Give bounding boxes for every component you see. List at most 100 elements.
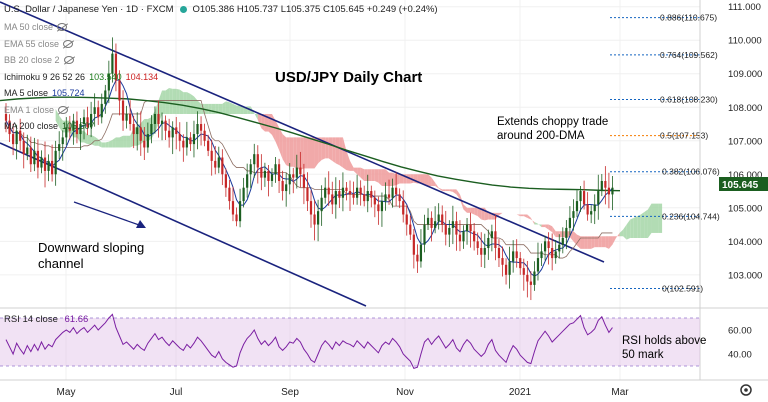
candle-body [242, 187, 245, 202]
candle-body [451, 221, 454, 228]
indicator-value-secondary: 104.134 [125, 71, 159, 82]
cloud-segment [218, 103, 223, 114]
candle-body [331, 194, 334, 205]
cloud-segment [176, 88, 180, 114]
candle-body [462, 231, 465, 242]
rsi-tick-label: 60.00 [728, 326, 752, 337]
cloud-segment [587, 236, 592, 249]
cloud-segment [633, 216, 638, 238]
candle-body [171, 127, 174, 138]
indicator-row[interactable]: MA 200 close 105.507 [4, 121, 95, 131]
candle-body [214, 160, 217, 168]
candle-body [487, 237, 490, 249]
candle-body [501, 258, 504, 265]
cloud-segment [328, 137, 333, 161]
candle-body [348, 191, 352, 195]
price-axis[interactable]: 103.000 104.000 105.000 106.000 107.000 108.0… [699, 0, 762, 380]
cloud-segment [601, 236, 606, 248]
cloud-segment [523, 214, 528, 218]
indicator-row[interactable]: BB 20 close 2 [4, 55, 74, 65]
indicator-row[interactable]: MA 5 close 105.724 [4, 88, 85, 98]
cloud-segment [435, 182, 439, 189]
candle-body [529, 281, 532, 285]
candle-body [260, 167, 263, 178]
cloud-segment [353, 167, 358, 175]
eye-hidden-icon[interactable] [63, 39, 74, 48]
cloud-segment [165, 87, 170, 114]
eye-hidden-icon[interactable] [63, 56, 74, 64]
cloud-segment [651, 203, 656, 233]
fib-label: 0.5(107.153) [660, 131, 708, 141]
cloud-segment [264, 113, 269, 132]
candle-body [572, 211, 575, 218]
fib-label: 0(102.591) [662, 284, 703, 294]
cloud-segment [225, 101, 230, 114]
time-axis[interactable]: May Jul Sep Nov 2021 Mar [57, 387, 630, 398]
candle-body [132, 124, 135, 135]
indicator-row[interactable]: Ichimoku 9 26 52 26 103.540 104.134 [4, 72, 158, 82]
price-tick-label: 106.000 [728, 170, 762, 181]
cloud-segment [385, 169, 390, 187]
cloud-segment [300, 137, 304, 171]
cloud-segment [516, 214, 521, 217]
indicator-label: MA 200 close [4, 121, 59, 131]
cloud-segment [647, 203, 652, 238]
cloud-segment [222, 101, 226, 114]
ma5-line [5, 79, 613, 277]
indicator-row[interactable]: EMA 1 close [4, 105, 69, 115]
candle-body [458, 234, 462, 242]
cloud-segment [488, 212, 492, 220]
rsi-label[interactable]: RSI 14 close [4, 314, 58, 325]
cloud-segment [332, 137, 336, 164]
cloud-segment [282, 134, 287, 166]
channel-arrow [73, 201, 143, 227]
candle-body [26, 147, 29, 155]
candle-body [4, 113, 8, 121]
gear-icon[interactable] [740, 384, 752, 396]
rsi-tick-label: 40.00 [728, 350, 752, 361]
cloud-segment [232, 103, 237, 114]
choppy-note-line1: Extends choppy trade [497, 116, 608, 128]
candle-body [380, 201, 384, 212]
candle-body [86, 117, 89, 128]
candle-body [274, 164, 277, 175]
indicator-row[interactable]: MA 50 close [4, 22, 68, 32]
cloud-segment [598, 236, 602, 248]
cloud-segment [279, 127, 283, 160]
candle-body [419, 244, 423, 262]
candle-body [309, 201, 313, 215]
cloud-segment [584, 236, 588, 249]
indicator-label: BB 20 close 2 [4, 55, 60, 65]
rsi-value: 61.66 [64, 314, 89, 325]
time-tick-label: Mar [611, 387, 629, 398]
candle-body [402, 201, 405, 215]
indicator-row[interactable]: EMA 55 close [4, 39, 74, 49]
eye-hidden-icon[interactable] [57, 23, 68, 31]
cloud-segment [240, 105, 244, 114]
eye-hidden-icon[interactable] [58, 105, 69, 114]
indicator-label: MA 5 close [4, 88, 49, 98]
cloud-segment [350, 160, 354, 171]
cloud-segment [520, 214, 524, 217]
cloud-segment [204, 103, 209, 114]
cloud-segment [314, 137, 319, 169]
candle-body [469, 224, 472, 232]
candle-body [412, 234, 415, 255]
candle-body [270, 174, 274, 181]
symbol-title[interactable]: U.S. Dollar / Japanese Yen · 1D · FXCM [4, 4, 174, 15]
candle-body [476, 241, 479, 249]
candle-body [373, 197, 376, 205]
candle-body [11, 134, 15, 145]
candle-body [508, 261, 511, 275]
candle-body [157, 113, 160, 125]
candle-body [47, 160, 50, 171]
candle-body [210, 150, 213, 161]
candle-body [611, 187, 614, 195]
candle-body [8, 120, 11, 135]
cloud-segment [190, 93, 194, 114]
candle-body [199, 124, 203, 131]
cloud-segment [325, 137, 329, 159]
cloud-segment [637, 214, 641, 238]
candle-body [150, 124, 153, 135]
candle-body [104, 90, 107, 104]
